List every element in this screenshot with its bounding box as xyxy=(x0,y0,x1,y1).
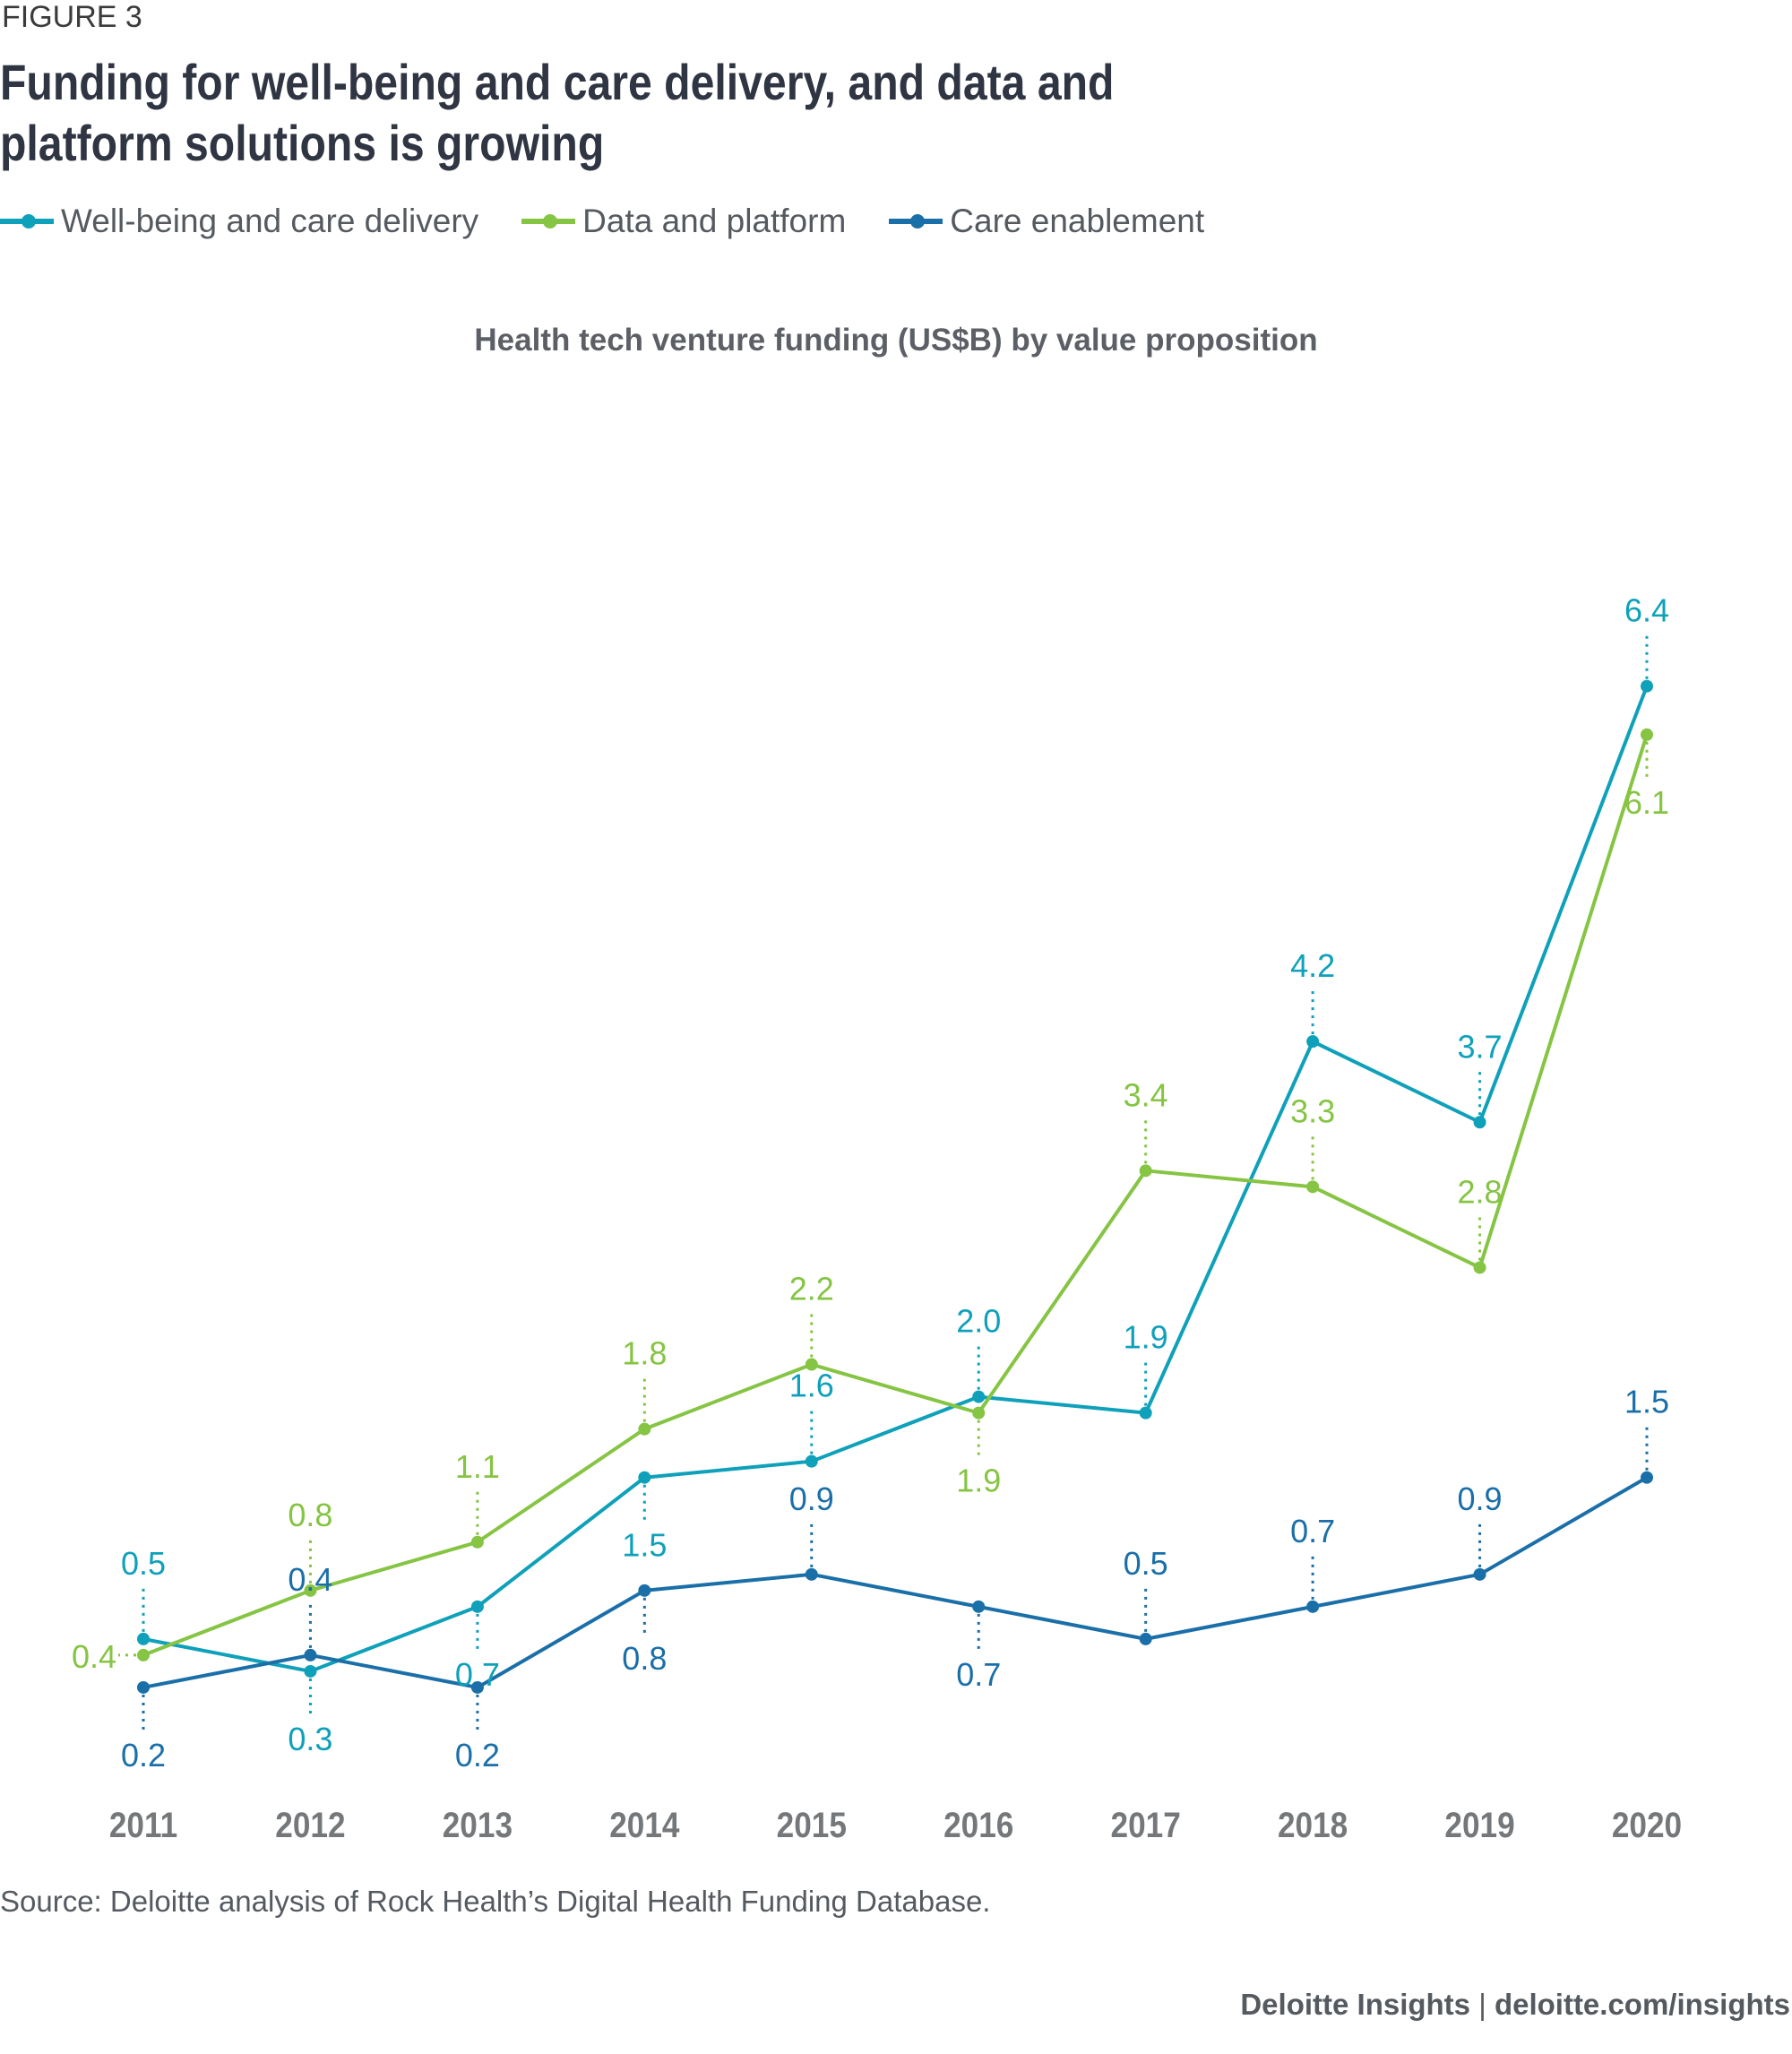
data-point xyxy=(1139,1164,1152,1178)
chart-subtitle: Health tech venture funding (US$B) by va… xyxy=(474,323,1318,358)
data-point xyxy=(1306,1600,1320,1613)
data-label: 3.7 xyxy=(1458,1028,1503,1065)
x-tick-label: 2015 xyxy=(777,1805,847,1845)
data-label: 0.7 xyxy=(956,1656,1001,1693)
legend-label: Care enablement xyxy=(950,203,1205,239)
data-label: 2.8 xyxy=(1458,1173,1503,1210)
x-tick-label: 2016 xyxy=(943,1805,1013,1845)
data-point xyxy=(137,1680,150,1694)
data-label: 0.8 xyxy=(288,1497,332,1533)
data-point xyxy=(638,1422,651,1436)
data-label: 0.4 xyxy=(72,1638,116,1675)
data-point xyxy=(805,1567,818,1581)
data-label: 0.2 xyxy=(455,1737,500,1774)
data-label: 0.3 xyxy=(288,1721,332,1757)
footer-brand: Deloitte Insights xyxy=(1240,1988,1471,2021)
legend: Well-being and care delivery Data and pl… xyxy=(0,199,1247,244)
figure-label: FIGURE 3 xyxy=(2,0,142,34)
data-point xyxy=(972,1406,986,1420)
x-tick-label: 2017 xyxy=(1111,1805,1181,1845)
data-label: 0.7 xyxy=(1290,1513,1335,1549)
data-point xyxy=(1306,1035,1320,1049)
data-label: 1.6 xyxy=(789,1368,834,1404)
data-label: 6.4 xyxy=(1624,592,1669,629)
data-label: 3.4 xyxy=(1124,1076,1168,1113)
x-tick-label: 2018 xyxy=(1278,1805,1348,1845)
data-point xyxy=(137,1648,150,1661)
x-tick-label: 2013 xyxy=(443,1805,513,1845)
line-marker-icon xyxy=(0,214,54,229)
x-tick-label: 2019 xyxy=(1444,1805,1514,1845)
data-label: 2.2 xyxy=(789,1271,834,1307)
data-point xyxy=(1641,679,1653,693)
source-note: Source: Deloitte analysis of Rock Health… xyxy=(0,1885,991,1918)
data-label: 1.5 xyxy=(622,1527,667,1564)
legend-label: Data and platform xyxy=(582,203,847,239)
data-point xyxy=(805,1454,818,1468)
footer-credit: Deloitte Insights | deloitte.com/insight… xyxy=(1240,1988,1790,2022)
data-point xyxy=(638,1584,651,1597)
data-point xyxy=(1306,1180,1320,1194)
data-label: 4.2 xyxy=(1290,947,1335,984)
data-point xyxy=(1139,1406,1152,1420)
legend-item-care-enablement: Care enablement xyxy=(889,203,1204,240)
data-point xyxy=(304,1648,317,1661)
data-label: 1.1 xyxy=(455,1448,500,1485)
data-point xyxy=(1641,1471,1653,1484)
data-label: 0.5 xyxy=(121,1545,166,1582)
data-label: 0.2 xyxy=(121,1737,166,1774)
data-label: 1.9 xyxy=(956,1463,1001,1499)
x-tick-label: 2011 xyxy=(109,1805,177,1845)
data-point xyxy=(638,1471,651,1484)
x-tick-label: 2020 xyxy=(1612,1805,1682,1845)
legend-item-well-being: Well-being and care delivery xyxy=(0,203,478,240)
data-point xyxy=(470,1600,484,1613)
data-point xyxy=(304,1664,317,1678)
data-label: 1.5 xyxy=(1624,1384,1669,1420)
footer-separator: | xyxy=(1478,1988,1486,2021)
data-point xyxy=(137,1632,150,1645)
series-line xyxy=(142,732,1649,1657)
data-point xyxy=(1641,728,1653,741)
data-point xyxy=(805,1358,818,1371)
data-label: 0.9 xyxy=(1458,1480,1503,1517)
data-label: 0.4 xyxy=(288,1561,332,1598)
data-label: 0.9 xyxy=(789,1480,834,1517)
series-line xyxy=(142,684,1649,1673)
data-label: 1.9 xyxy=(1124,1319,1168,1356)
series-line xyxy=(142,1475,1649,1689)
line-marker-icon xyxy=(521,214,576,229)
data-label: 3.3 xyxy=(1290,1092,1335,1129)
data-label: 0.5 xyxy=(1124,1545,1168,1582)
legend-label: Well-being and care delivery xyxy=(61,203,479,239)
data-point xyxy=(972,1600,986,1613)
data-label: 2.0 xyxy=(956,1303,1001,1340)
data-point xyxy=(470,1535,484,1549)
data-point xyxy=(1139,1632,1152,1645)
data-point xyxy=(1473,1116,1486,1129)
data-label: 1.8 xyxy=(622,1335,667,1372)
data-label: 0.8 xyxy=(622,1640,667,1677)
data-label: 6.1 xyxy=(1624,784,1669,821)
data-point xyxy=(470,1680,484,1694)
x-tick-label: 2014 xyxy=(609,1805,679,1845)
line-marker-icon xyxy=(889,214,943,229)
legend-item-data-platform: Data and platform xyxy=(521,203,846,240)
data-point xyxy=(1473,1261,1486,1274)
chart-title: Funding for well-being and care delivery… xyxy=(0,54,1115,171)
footer-url[interactable]: deloitte.com/insights xyxy=(1494,1988,1790,2021)
x-tick-label: 2012 xyxy=(275,1805,345,1845)
data-point xyxy=(972,1390,986,1403)
data-point xyxy=(1473,1567,1486,1581)
data-point xyxy=(304,1584,317,1597)
